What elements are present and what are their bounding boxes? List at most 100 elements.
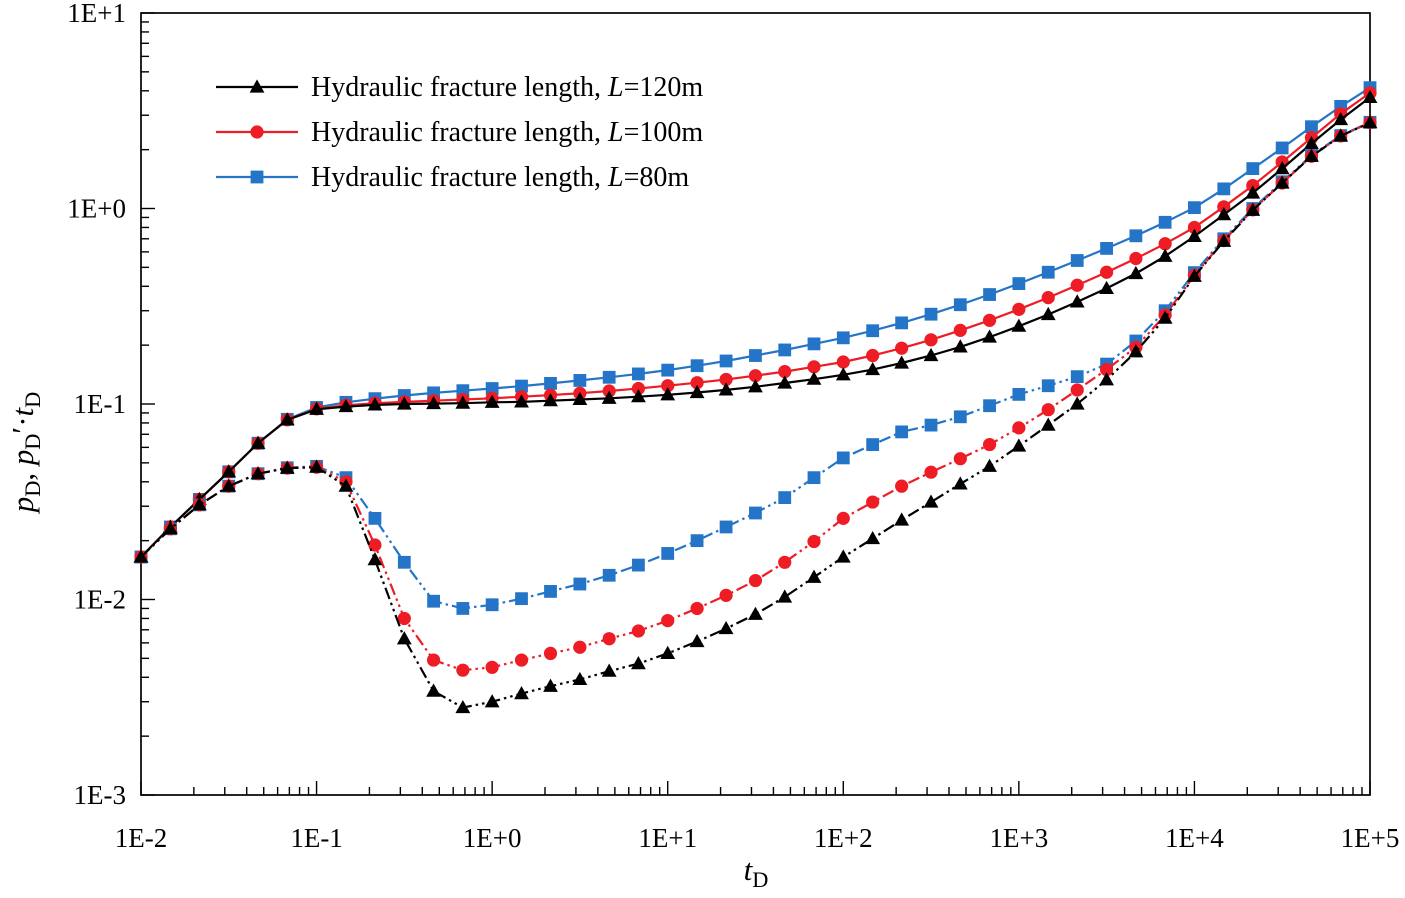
marker-triangle (777, 589, 793, 603)
marker-circle (514, 653, 529, 667)
marker-square (953, 410, 967, 424)
marker-square (427, 594, 440, 608)
marker-circle (982, 437, 997, 452)
legend-item-3: Hydraulic fracture length, L=80m (216, 162, 689, 193)
marker-triangle (1099, 372, 1114, 386)
marker-square (719, 520, 733, 534)
marker-square (749, 506, 762, 520)
marker-square (1217, 182, 1231, 196)
tick-labels: 1E-2 1E-1 1E+0 1E+1 1E+2 1E+3 1E+4 1E+5 1E-3 1E-2… (67, 0, 1399, 853)
marker-triangle (543, 678, 558, 692)
marker-triangle (631, 656, 646, 670)
marker-circle (602, 632, 616, 646)
marker-triangle (689, 384, 705, 399)
marker-triangle (1333, 128, 1349, 142)
marker-square (485, 598, 499, 612)
marker-triangle (1157, 248, 1173, 262)
marker-circle (1070, 278, 1084, 292)
marker-square (895, 425, 909, 439)
x-tick-label: 1E+3 (989, 823, 1048, 853)
marker-triangle (1274, 175, 1290, 189)
marker-square (485, 382, 499, 395)
marker-triangle (221, 478, 237, 492)
marker-square (661, 547, 675, 560)
marker-triangle (162, 521, 178, 535)
marker-circle (1041, 403, 1055, 417)
marker-circle (661, 379, 675, 393)
marker-triangle (133, 549, 149, 563)
marker-circle (426, 653, 441, 667)
marker-circle (866, 495, 880, 509)
marker-circle (778, 364, 792, 379)
marker-circle (836, 355, 850, 369)
marker-circle (924, 333, 938, 347)
x-tick-label: 1E-1 (290, 823, 342, 853)
marker-circle (1158, 237, 1172, 251)
series-line-deriv-l100 (140, 121, 1371, 672)
legend: Hydraulic fracture length, L=120m Hydraul… (216, 72, 703, 193)
marker-triangle (1274, 160, 1290, 175)
marker-circle (807, 534, 821, 549)
marker-square (1070, 370, 1084, 384)
marker-triangle (250, 435, 266, 449)
marker-circle (748, 573, 763, 588)
x-axis-title-text: tD (744, 852, 769, 892)
marker-square (456, 602, 470, 615)
marker-square (983, 288, 996, 301)
marker-triangle (748, 606, 763, 620)
legend-item-1: Hydraulic fracture length, L=120m (216, 72, 703, 103)
marker-triangle (396, 396, 412, 410)
marker-triangle (572, 391, 588, 406)
marker-square (1188, 201, 1201, 215)
y-tick-label: 1E-3 (74, 780, 126, 810)
marker-triangle (309, 401, 324, 415)
marker-square (573, 577, 587, 591)
marker-square (807, 471, 821, 485)
marker-square (836, 331, 850, 345)
marker-triangle (1040, 417, 1056, 431)
marker-triangle (1128, 265, 1144, 280)
x-tick-label: 1E+5 (1341, 823, 1400, 853)
marker-circle (982, 313, 997, 327)
marker-square (515, 379, 528, 393)
marker-triangle (221, 464, 237, 478)
marker-circle (397, 611, 411, 626)
marker-triangle (250, 466, 266, 480)
legend-label: Hydraulic fracture length, L=120m (311, 72, 703, 103)
marker-square (602, 370, 616, 384)
marker-triangle (1216, 207, 1232, 221)
marker-triangle (1362, 115, 1378, 129)
marker-square (690, 534, 704, 548)
marker-square (1012, 387, 1026, 401)
marker-triangle (455, 699, 471, 714)
series-pd-l120 (133, 89, 1378, 563)
marker-triangle (279, 460, 295, 474)
marker-triangle (1304, 135, 1319, 150)
marker-square (661, 363, 675, 377)
marker-circle (895, 341, 909, 355)
marker-triangle (982, 329, 997, 343)
marker-square (924, 418, 938, 432)
marker-triangle (1187, 228, 1202, 242)
marker-circle (836, 511, 850, 525)
marker-triangle (894, 512, 910, 526)
marker-triangle (631, 389, 646, 403)
marker-triangle (835, 367, 851, 381)
marker-circle (748, 369, 763, 383)
marker-square (397, 555, 411, 569)
marker-circle (1041, 291, 1055, 305)
marker-triangle (191, 497, 207, 511)
legend-item-2: Hydraulic fracture length, L=100m (216, 117, 703, 148)
y-axis-title-text: pD, pD′·tD (5, 392, 45, 515)
marker-triangle (1011, 318, 1027, 332)
marker-triangle (806, 569, 822, 583)
marker-circle (456, 663, 470, 677)
legend-label: Hydraulic fracture length, L=80m (311, 162, 689, 193)
marker-square (1012, 277, 1026, 290)
y-axis-title: pD, pD′·tD (5, 392, 45, 515)
x-tick-label: 1E+2 (814, 823, 873, 853)
marker-triangle (1069, 294, 1085, 308)
marker-triangle (1099, 280, 1114, 295)
marker-triangle (660, 645, 676, 660)
marker-triangle (806, 371, 822, 385)
